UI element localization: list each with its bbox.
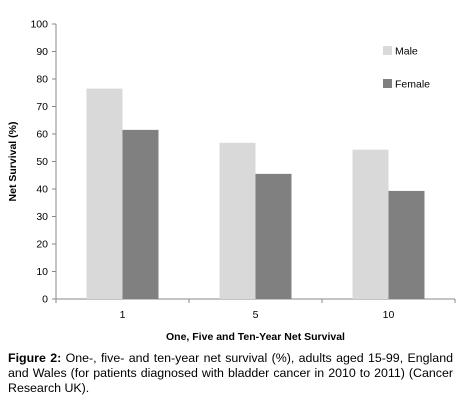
y-tick-label: 70 bbox=[36, 101, 48, 113]
y-tick-label: 40 bbox=[36, 184, 48, 196]
x-tick-label: 1 bbox=[120, 309, 126, 321]
x-axis-title: One, Five and Ten-Year Net Survival bbox=[166, 331, 345, 343]
y-tick-label: 0 bbox=[42, 294, 48, 306]
legend-swatch-male bbox=[383, 46, 392, 55]
x-tick-label: 5 bbox=[253, 309, 259, 321]
bar-male-10 bbox=[352, 149, 389, 299]
y-axis: 0 10 20 30 40 50 60 70 80 90 100 bbox=[30, 19, 57, 306]
y-axis-title: Net Survival (%) bbox=[7, 122, 19, 202]
legend: Male Female bbox=[383, 46, 430, 91]
bar-female-1 bbox=[122, 129, 159, 299]
bar-male-5 bbox=[219, 142, 256, 299]
y-tick-label: 50 bbox=[36, 156, 48, 168]
bar-male-1 bbox=[86, 88, 123, 299]
y-tick-label: 20 bbox=[36, 239, 48, 251]
legend-swatch-female bbox=[383, 79, 392, 88]
bar-female-5 bbox=[255, 173, 292, 299]
y-tick-label: 90 bbox=[36, 46, 48, 58]
caption-label: Figure 2: bbox=[8, 351, 62, 365]
legend-label-male: Male bbox=[395, 46, 418, 58]
bars bbox=[86, 88, 425, 299]
caption-text: One-, five- and ten-year net survival (%… bbox=[8, 351, 453, 395]
y-tick-label: 10 bbox=[36, 266, 48, 278]
bar-female-10 bbox=[388, 190, 425, 299]
legend-label-female: Female bbox=[395, 79, 430, 91]
y-tick-label: 30 bbox=[36, 211, 48, 223]
y-tick-label: 60 bbox=[36, 129, 48, 141]
y-tick-label: 80 bbox=[36, 74, 48, 86]
x-tick-label: 10 bbox=[383, 309, 395, 321]
y-tick-label: 100 bbox=[30, 19, 48, 31]
figure-caption: Figure 2: One-, five- and ten-year net s… bbox=[8, 351, 453, 396]
x-axis: 1 5 10 bbox=[55, 298, 456, 321]
